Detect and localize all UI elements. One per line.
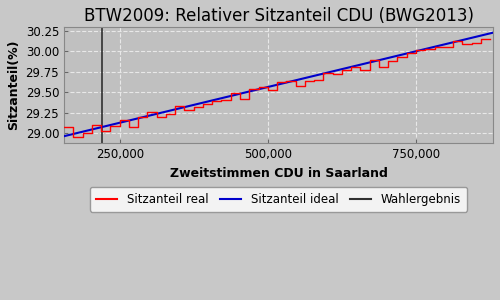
Sitzanteil real [404, 56, 409, 59]
X-axis label: Zweitstimmen CDU in Saarland: Zweitstimmen CDU in Saarland [170, 167, 388, 180]
Sitzanteil real [70, 135, 76, 139]
Sitzanteil real [404, 51, 409, 55]
Legend: Sitzanteil real, Sitzanteil ideal, Wahlergebnis: Sitzanteil real, Sitzanteil ideal, Wahle… [90, 187, 467, 211]
Sitzanteil real [422, 48, 428, 52]
Sitzanteil real [376, 65, 382, 68]
Title: BTW2009: Relativer Sitzanteil CDU (BWG2013): BTW2009: Relativer Sitzanteil CDU (BWG20… [84, 7, 473, 25]
Sitzanteil real [394, 56, 400, 59]
Line: Sitzanteil real: Sitzanteil real [64, 39, 490, 137]
Y-axis label: Sitzanteil(%): Sitzanteil(%) [7, 40, 20, 130]
Sitzanteil real [487, 37, 493, 40]
Sitzanteil real [61, 126, 67, 129]
Sitzanteil real [320, 78, 326, 82]
Sitzanteil real [478, 37, 484, 40]
